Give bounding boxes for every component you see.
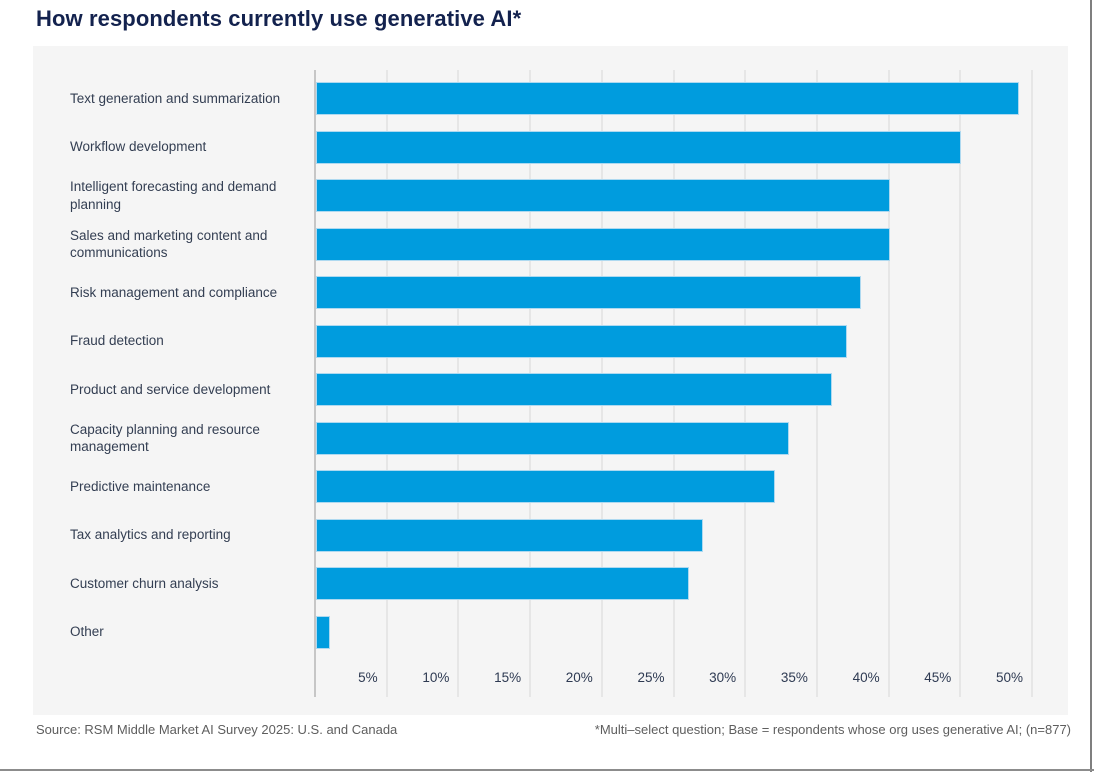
x-tick-label: 45% xyxy=(924,670,952,685)
y-axis-line xyxy=(314,70,316,697)
plot-area: 5% 10% 15% 20% 25% 30% 35% 40% 45% 50% xyxy=(314,70,1064,697)
bar xyxy=(316,567,689,600)
gridline xyxy=(1031,70,1033,697)
bar xyxy=(316,518,704,552)
bar xyxy=(316,179,890,212)
x-tick-label: 30% xyxy=(709,670,737,685)
category-label: Product and service development xyxy=(70,381,271,397)
category-label: Capacity planning and resource managemen… xyxy=(70,421,260,454)
category-label: Sales and marketing content and communic… xyxy=(70,227,268,260)
category-label: Intelligent forecasting and demand plann… xyxy=(70,179,277,212)
bar xyxy=(316,227,890,261)
x-tick-label: 40% xyxy=(852,670,880,685)
category-label: Predictive maintenance xyxy=(70,478,211,494)
x-tick-label: 10% xyxy=(422,670,450,685)
bar xyxy=(316,421,790,455)
chart-panel: Text generation and summarization Workflo… xyxy=(33,46,1068,715)
source-text: Source: RSM Middle Market AI Survey 2025… xyxy=(36,722,398,737)
bar xyxy=(316,276,861,309)
x-tick-label: 15% xyxy=(494,670,522,685)
category-label: Other xyxy=(70,624,104,640)
bar xyxy=(316,615,331,649)
bar xyxy=(316,324,847,358)
x-tick-label: 50% xyxy=(995,670,1023,685)
x-tick-label: 35% xyxy=(780,670,808,685)
footnote-text: *Multi–select question; Base = responden… xyxy=(594,722,1071,737)
category-label: Fraud detection xyxy=(70,333,164,349)
gridline xyxy=(959,70,962,697)
bar xyxy=(316,373,833,406)
page-right-border xyxy=(1090,0,1092,772)
x-tick-label: 5% xyxy=(358,670,378,685)
bar xyxy=(316,130,962,164)
category-label: Text generation and summarization xyxy=(70,90,281,106)
gridline xyxy=(887,70,890,697)
bar xyxy=(316,82,1019,115)
x-tick-label: 25% xyxy=(637,670,665,685)
category-label-column: Text generation and summarization Workflo… xyxy=(33,46,1068,715)
category-label: Risk management and compliance xyxy=(70,284,278,300)
page-bottom-border xyxy=(0,769,1094,771)
bar xyxy=(316,470,775,503)
footer: Source: RSM Middle Market AI Survey 2025… xyxy=(36,722,1071,737)
category-label: Customer churn analysis xyxy=(70,575,219,591)
chart-title: How respondents currently use generative… xyxy=(36,6,522,31)
category-label: Tax analytics and reporting xyxy=(70,527,231,543)
category-label: Workflow development xyxy=(70,139,207,155)
x-tick-label: 20% xyxy=(565,670,593,685)
